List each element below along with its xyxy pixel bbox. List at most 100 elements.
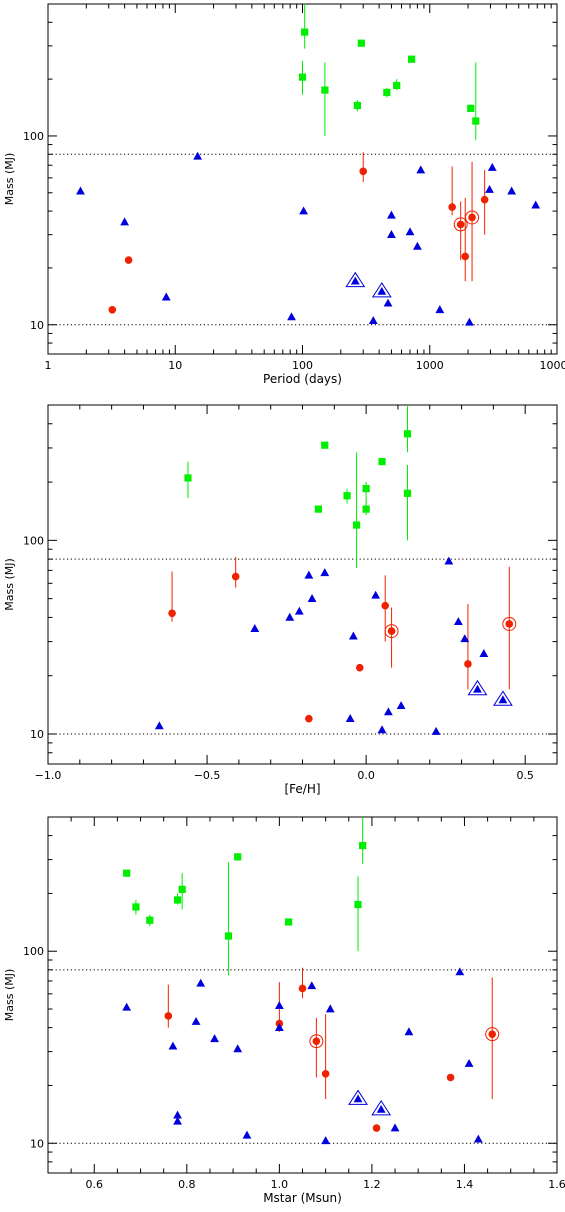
circle-marker [355, 663, 364, 672]
triangle-marker [193, 151, 203, 160]
circle-marker [505, 620, 514, 628]
triangle-marker [76, 186, 85, 195]
circle-marker-ring [453, 217, 468, 232]
x-tick-label: −0.5 [194, 769, 221, 782]
triangle-marker [371, 590, 381, 599]
square-marker [178, 885, 186, 893]
x-tick-label: 10000 [540, 359, 565, 372]
triangle-marker [455, 967, 465, 976]
triangle-marker [353, 1094, 363, 1103]
triangle-marker [444, 556, 454, 565]
y-axis-label: Mass (MJ) [3, 969, 16, 1022]
triangle-marker [377, 725, 387, 734]
triangle-marker [473, 684, 482, 693]
square-marker [383, 88, 391, 97]
triangle-marker [435, 305, 445, 314]
triangle-marker [122, 1002, 132, 1011]
triangle-marker [233, 1044, 243, 1053]
triangle-marker [345, 714, 355, 722]
circle-marker [480, 195, 489, 204]
triangle-marker [416, 165, 426, 174]
square-marker [234, 853, 242, 861]
x-axis-label: Period (days) [263, 372, 342, 386]
triangle-marker-outline [467, 679, 488, 696]
triangle-marker [413, 241, 422, 250]
square-marker [301, 28, 309, 36]
square-marker [224, 932, 233, 940]
square-marker [407, 55, 416, 63]
y-axis-label: Mass (MJ) [3, 558, 16, 611]
triangle-marker [487, 162, 497, 171]
x-tick-label: 1 [45, 359, 52, 372]
chart-panel-1: 10 100 1 10 100 1000 10000 Period (days) Mass (M… [3, 3, 565, 386]
circle-marker-ring [502, 616, 517, 631]
circle-marker [108, 306, 117, 314]
square-marker [362, 505, 370, 513]
y-tick-label: 100 [23, 534, 44, 547]
triangle-marker [307, 594, 317, 602]
square-marker [378, 458, 386, 466]
square-marker [352, 521, 361, 529]
circle-marker-ring [465, 210, 480, 225]
data-layer [76, 4, 541, 326]
x-tick-label: 100 [292, 359, 313, 372]
triangle-marker [377, 286, 387, 295]
circle-marker [124, 256, 133, 264]
triangle-marker [390, 1123, 400, 1132]
square-marker [353, 101, 361, 110]
circle-marker [456, 220, 465, 229]
square-marker [123, 869, 131, 877]
circle-marker [231, 572, 240, 581]
square-marker [321, 86, 329, 94]
chart-panel-3: 10 100 0.6 0.8 1.0 1.2 1.4 1.6 Mstar (Msun) Mass … [3, 816, 565, 1205]
circle-marker [168, 609, 176, 618]
square-marker [362, 485, 370, 493]
triangle-marker [376, 1104, 386, 1113]
square-marker [173, 896, 182, 904]
triangle-marker [304, 570, 314, 579]
circle-marker [312, 1037, 321, 1045]
circle-marker-ring [309, 1034, 324, 1049]
triangle-marker [507, 186, 517, 195]
square-marker [403, 430, 412, 438]
triangle-marker [464, 1058, 474, 1067]
triangle-marker [485, 184, 494, 193]
square-marker [314, 505, 323, 513]
triangle-marker-outline [371, 1099, 392, 1116]
y-axis-label: Mass (MJ) [3, 153, 16, 206]
triangle-marker [531, 200, 541, 209]
y-tick-label: 100 [23, 130, 44, 143]
triangle-marker [349, 631, 358, 640]
triangle-marker [161, 292, 171, 301]
triangle-marker [210, 1034, 219, 1043]
triangle-marker [368, 316, 378, 325]
triangle-marker [396, 701, 406, 710]
circle-marker [359, 167, 368, 176]
triangle-marker [453, 617, 463, 626]
x-tick-label: 1.2 [363, 1178, 381, 1191]
square-marker [354, 900, 362, 909]
triangle-marker [498, 695, 508, 704]
triangle-marker [405, 227, 415, 236]
square-marker [321, 441, 329, 449]
triangle-marker [325, 1004, 335, 1013]
triangle-marker [387, 210, 396, 219]
square-marker [393, 81, 401, 90]
circle-marker [464, 660, 472, 668]
plot-frame [47, 404, 558, 765]
x-tick-label: 0.0 [357, 769, 375, 782]
chart-panel-2: 10 100 −1.0 −0.5 0.0 0.5 [Fe/H] Mass (MJ) [3, 404, 558, 796]
y-tick-label: 10 [30, 728, 44, 741]
x-tick-label: 0.6 [86, 1178, 104, 1191]
circle-marker [381, 601, 390, 610]
triangle-marker [387, 230, 396, 238]
square-marker [298, 73, 307, 81]
circle-marker [305, 714, 313, 723]
circle-marker [321, 1069, 330, 1078]
triangle-marker [473, 1134, 483, 1143]
plot-frame [47, 3, 558, 355]
square-marker [285, 918, 293, 926]
triangle-marker [168, 1041, 178, 1050]
triangle-marker [294, 606, 304, 615]
y-tick-label: 100 [23, 945, 44, 958]
